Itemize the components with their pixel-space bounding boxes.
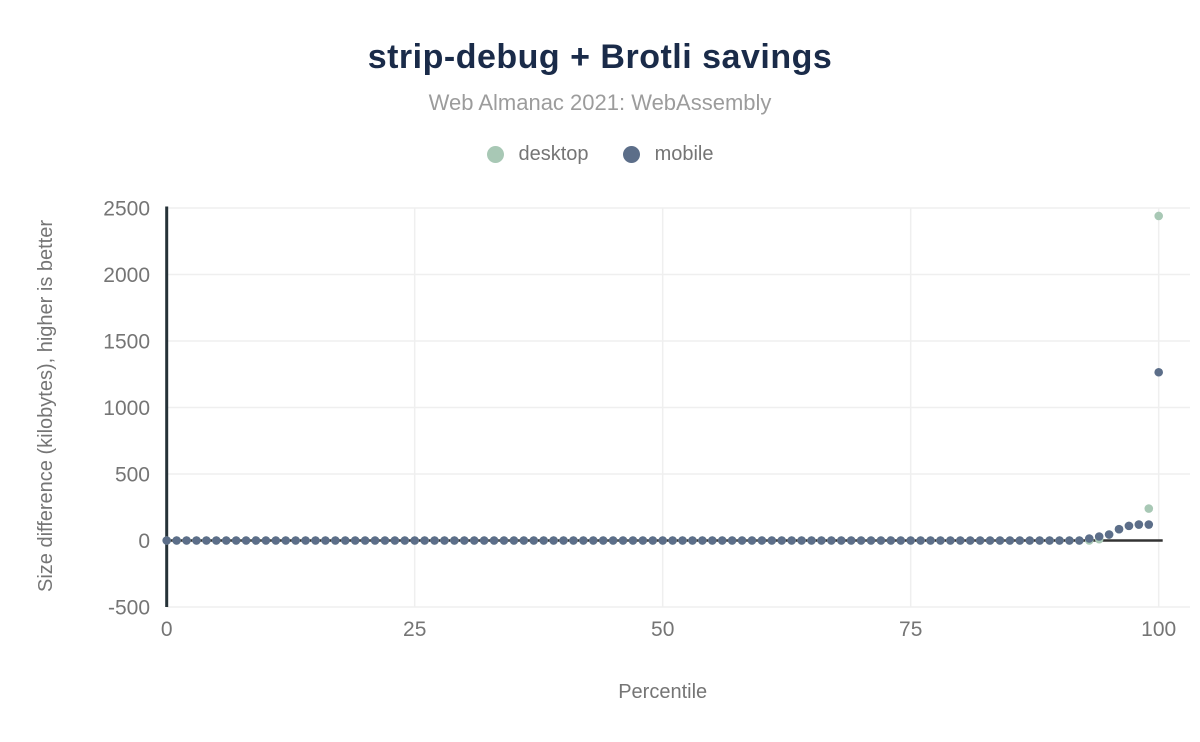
svg-text:1000: 1000 — [103, 397, 150, 420]
svg-text:0: 0 — [161, 618, 173, 641]
chart-subtitle: Web Almanac 2021: WebAssembly — [428, 90, 772, 115]
svg-text:50: 50 — [651, 618, 674, 641]
svg-text:1500: 1500 — [103, 331, 150, 354]
legend-label-desktop: desktop — [518, 143, 589, 165]
svg-text:Percentile: Percentile — [618, 681, 707, 703]
legend-item-mobile: mobile — [622, 143, 714, 166]
chart-title: strip-debug + Brotli savings — [367, 38, 833, 76]
svg-text:25: 25 — [403, 618, 426, 641]
legend-item-desktop: desktop — [486, 143, 589, 166]
svg-text:Size difference (kilobytes), h: Size difference (kilobytes), higher is b… — [35, 220, 57, 592]
svg-text:500: 500 — [115, 464, 150, 487]
legend-label-mobile: mobile — [654, 143, 714, 165]
svg-text:2500: 2500 — [103, 198, 150, 221]
svg-text:75: 75 — [899, 618, 922, 641]
svg-text:2000: 2000 — [103, 264, 150, 287]
svg-text:-500: -500 — [108, 597, 150, 620]
chart-legend: desktop mobile — [486, 143, 714, 166]
legend-swatch-mobile-icon — [622, 146, 640, 163]
svg-text:0: 0 — [138, 530, 150, 553]
chart-header: strip-debug + Brotli savings Web Almanac… — [0, 0, 1200, 168]
legend-swatch-desktop-icon — [486, 146, 504, 163]
svg-text:100: 100 — [1141, 618, 1176, 641]
